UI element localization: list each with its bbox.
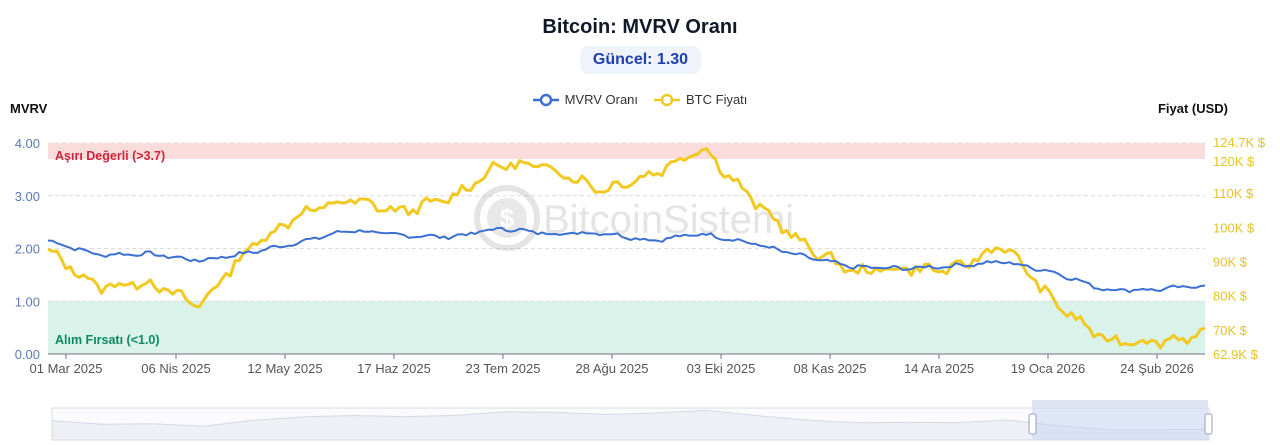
x-tick-label: 01 Mar 2025: [30, 361, 103, 376]
right-tick-label: 90K $: [1213, 254, 1248, 269]
legend-item-btc-price[interactable]: BTC Fiyatı: [654, 92, 747, 107]
legend: MVRV Oranı BTC Fiyatı: [0, 92, 1280, 107]
right-tick-label: 80K $: [1213, 289, 1248, 304]
navigator-move-handle[interactable]: [1032, 400, 1208, 408]
right-tick-label: 100K $: [1213, 220, 1255, 235]
legend-label-btc-price: BTC Fiyatı: [686, 92, 748, 107]
mvrv-line[interactable]: [47, 226, 1206, 294]
line-marker-icon: [532, 93, 559, 106]
btc-price-line[interactable]: [47, 147, 1206, 350]
legend-item-mvrv[interactable]: MVRV Oranı: [532, 92, 639, 107]
svg-text:$: $: [500, 203, 515, 233]
right-tick-label: 62.9K $: [1213, 347, 1259, 362]
gridlines: [48, 142, 1205, 302]
buy-zone-label: Alım Fırsatı (<1.0): [55, 333, 160, 347]
legend-label-mvrv: MVRV Oranı: [564, 92, 639, 107]
line-marker-icon: [654, 93, 681, 106]
current-value-badge: Güncel: 1.30: [580, 46, 701, 74]
x-tick-label: 24 Şub 2026: [1120, 361, 1194, 376]
chart-title: Bitcoin: MVRV Oranı: [542, 16, 738, 38]
left-tick-label: 4.00: [15, 136, 40, 151]
x-tick-label: 28 Ağu 2025: [575, 361, 648, 376]
x-tick-label: 03 Eki 2025: [687, 361, 756, 376]
left-tick-label: 2.00: [15, 242, 40, 257]
navigator-selection[interactable]: [1032, 408, 1208, 440]
watermark: $ BitcoinSistemi: [474, 185, 794, 251]
x-tick-label: 14 Ara 2025: [904, 361, 974, 376]
navigator-right-handle[interactable]: [1204, 413, 1213, 435]
watermark-text: BitcoinSistemi: [543, 198, 794, 242]
x-tick-label: 12 May 2025: [247, 361, 322, 376]
x-tick-label: 19 Oca 2026: [1011, 361, 1085, 376]
overvalued-band: [48, 143, 1205, 159]
right-axis-ticks: 62.9K $ 70K $ 80K $ 90K $ 100K $ 110K $ 120K $…: [1213, 135, 1266, 362]
x-axis-ticks: 01 Mar 2025 06 Nis 2025 12 May 2025 17 Haz …: [30, 354, 1194, 376]
right-tick-label: 70K $: [1213, 323, 1248, 338]
right-tick-label: 110K $: [1213, 186, 1254, 201]
left-tick-label: 1.00: [15, 294, 40, 309]
navigator-left-handle[interactable]: [1028, 413, 1037, 435]
x-tick-label: 23 Tem 2025: [466, 361, 541, 376]
left-tick-label: 3.00: [15, 189, 40, 204]
left-axis-title: MVRV: [10, 101, 48, 116]
x-tick-label: 08 Kas 2025: [793, 361, 866, 376]
buy-zone-band: [48, 301, 1205, 354]
left-tick-label: 0.00: [15, 347, 40, 362]
right-tick-label: 124.7K $: [1213, 135, 1266, 150]
left-axis-ticks: 0.00 1.00 2.00 3.00 4.00: [15, 136, 40, 362]
x-tick-label: 06 Nis 2025: [141, 361, 210, 376]
x-tick-label: 17 Haz 2025: [357, 361, 431, 376]
range-navigator[interactable]: [51, 400, 1213, 441]
overvalued-label: Aşırı Değerli (>3.7): [55, 149, 165, 163]
right-axis-title: Fiyat (USD): [1157, 101, 1228, 116]
right-tick-label: 120K $: [1213, 154, 1255, 169]
